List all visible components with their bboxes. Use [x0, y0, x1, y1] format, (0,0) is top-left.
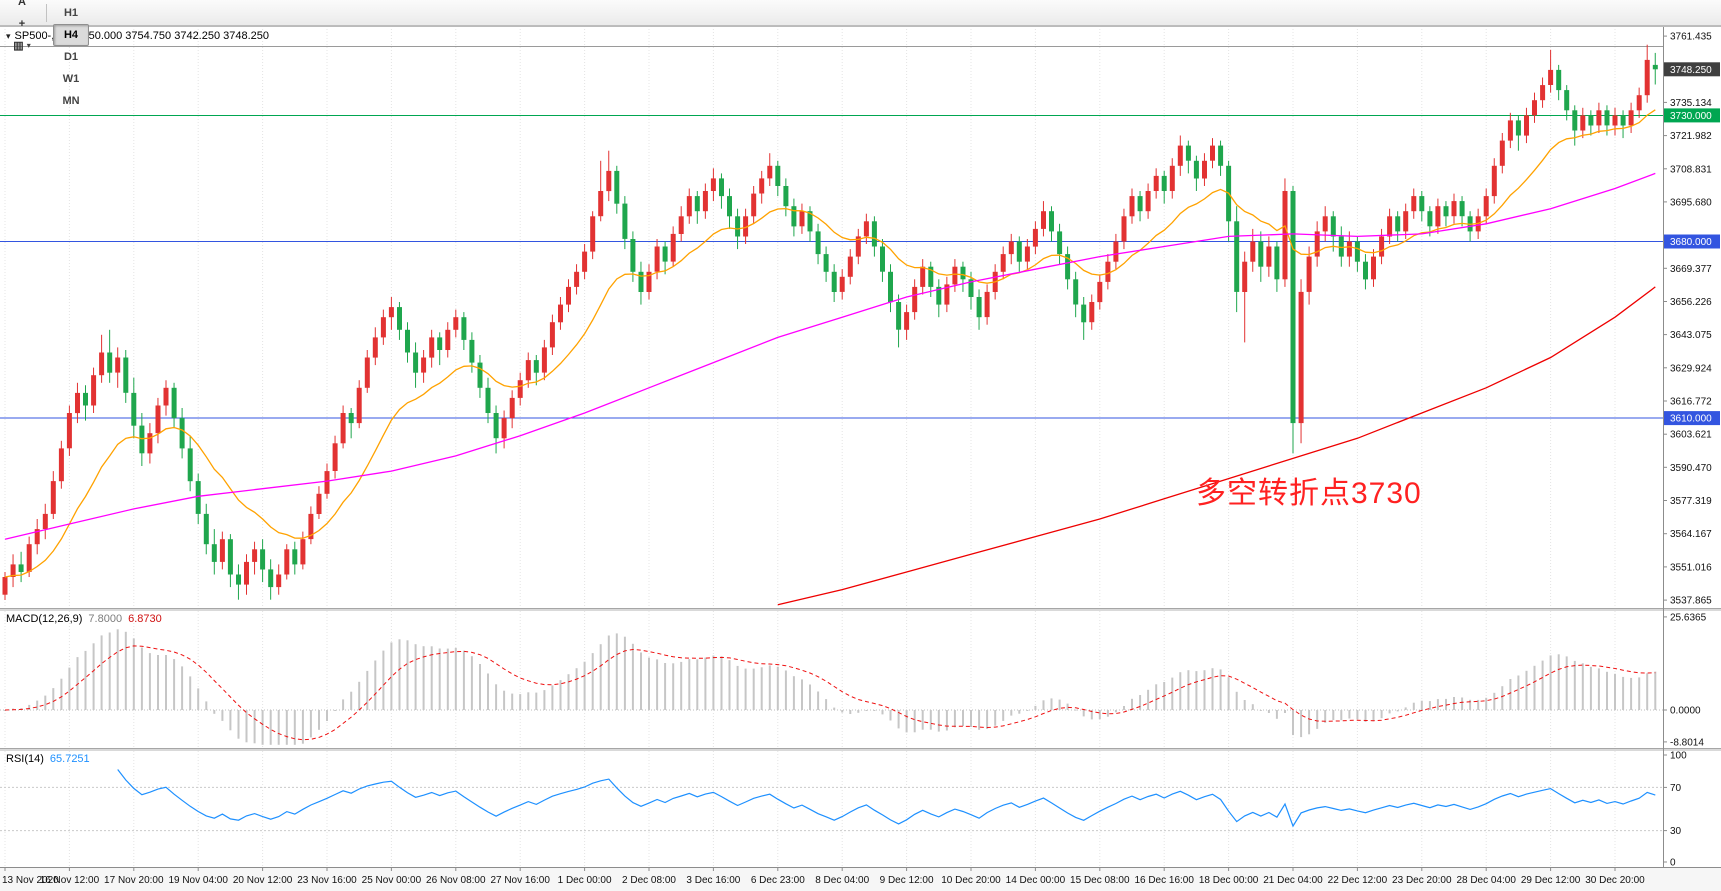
time-axis-label: 3 Dec 16:00 — [686, 875, 740, 886]
toolbar: ▤A+▥▾ M1M5M15M30H1H4D1W1MN — [0, 0, 1721, 107]
chart-annotation-text: 多空转折点3730 — [1196, 477, 1422, 510]
rsi-line — [117, 769, 1656, 828]
price-tag — [1664, 411, 1720, 426]
time-axis-background — [0, 867, 1721, 891]
time-axis-label: 22 Dec 12:00 — [1328, 875, 1388, 886]
price-chart-canvas[interactable]: 3761.435 3735.134 3721.982 3708.831 3695.680… — [0, 26, 1721, 891]
macd-signal-value: 6.8730 — [128, 613, 162, 625]
price-axis-label: 3708.831 — [1670, 164, 1712, 175]
time-axis-label: 17 Nov 20:00 — [104, 875, 164, 886]
indicator-axis-label: 0.0000 — [1670, 706, 1701, 717]
chart-title: ▾ SP500-,H4 3750.000 3754.750 3742.250 374… — [6, 30, 269, 42]
time-axis-label: 23 Dec 20:00 — [1392, 875, 1452, 886]
macd-signal-line — [4, 645, 1656, 741]
crosshair-tool-button[interactable]: + — [18, 17, 26, 30]
indicator-axis-label: 70 — [1670, 783, 1682, 794]
timeframe-button-w1[interactable]: W1 — [62, 72, 80, 85]
time-axis-label: 1 Dec 00:00 — [558, 875, 612, 886]
timeframe-button-h4[interactable]: H4 — [53, 23, 89, 46]
price-tag — [1664, 108, 1720, 123]
price-axis-label: 3629.924 — [1670, 363, 1712, 374]
time-axis-label: 9 Dec 12:00 — [880, 875, 934, 886]
rsi-name: RSI(14) — [6, 753, 44, 765]
price-tag — [1664, 62, 1720, 77]
time-axis-label: 16 Nov 12:00 — [40, 875, 100, 886]
price-tag-label: 3748.250 — [1670, 65, 1712, 76]
rsi-indicator-label: RSI(14) 65.7251 — [6, 753, 90, 765]
price-axis-label: 3590.470 — [1670, 463, 1712, 474]
timeframe-button-h1[interactable]: H1 — [63, 6, 79, 19]
time-axis-label: 14 Dec 00:00 — [1006, 875, 1066, 886]
time-axis-label: 25 Nov 00:00 — [362, 875, 422, 886]
chart-ohlc-values: 3750.000 3754.750 3742.250 3748.250 — [76, 30, 270, 42]
price-axis-label: 3669.377 — [1670, 264, 1712, 275]
toolbar-separator — [46, 3, 47, 22]
time-axis-label: 10 Dec 20:00 — [941, 875, 1001, 886]
macd-main-value: 7.8000 — [88, 613, 123, 625]
indicator-axis-label: 25.6365 — [1670, 612, 1707, 623]
macd-histogram — [4, 629, 1657, 745]
timeframe-button-mn[interactable]: MN — [62, 94, 80, 107]
price-axis-label: 3721.982 — [1670, 131, 1712, 142]
time-axis-label: 18 Dec 00:00 — [1199, 875, 1259, 886]
moving-average-lines — [4, 109, 1656, 606]
indicator-axis-label: -8.8014 — [1670, 737, 1704, 748]
time-axis-label: 20 Nov 12:00 — [233, 875, 293, 886]
chevron-down-icon: ▾ — [26, 41, 31, 50]
toolbar-tools: ▤A+▥▾ — [4, 0, 40, 57]
price-tag — [1664, 234, 1720, 249]
horizontal-level-lines[interactable] — [0, 46, 1663, 419]
indicator-axis-label: 100 — [1670, 751, 1687, 762]
price-axis-label: 3577.319 — [1670, 496, 1712, 507]
time-axis-label: 26 Nov 08:00 — [426, 875, 486, 886]
chart-menu-arrow-icon[interactable]: ▾ — [6, 31, 11, 41]
price-axis-label: 3551.016 — [1670, 562, 1712, 573]
time-axis-label: 15 Dec 08:00 — [1070, 875, 1130, 886]
time-axis-label: 16 Dec 16:00 — [1134, 875, 1194, 886]
time-axis-label: 6 Dec 23:00 — [751, 875, 805, 886]
price-axis-label: 3603.621 — [1670, 430, 1712, 441]
indicator-axis-label: 0 — [1670, 858, 1676, 869]
price-axis-label: 3695.680 — [1670, 197, 1712, 208]
time-axis-label: 2 Dec 08:00 — [622, 875, 676, 886]
panel-separator[interactable] — [0, 608, 1721, 611]
price-tag-label: 3730.000 — [1670, 111, 1712, 122]
price-axis-label: 3616.772 — [1670, 397, 1712, 408]
rsi-value: 65.7251 — [49, 753, 90, 765]
macd-name: MACD(12,26,9) — [6, 613, 83, 625]
price-axis-label: 3735.134 — [1670, 98, 1712, 109]
time-axis-label: 27 Nov 16:00 — [490, 875, 550, 886]
time-axis-label: 23 Nov 16:00 — [297, 875, 357, 886]
time-axis-label: 19 Nov 04:00 — [168, 875, 228, 886]
time-axis-label: 28 Dec 04:00 — [1456, 875, 1516, 886]
panel-separator[interactable] — [0, 748, 1721, 751]
time-axis-label: 30 Dec 20:00 — [1585, 875, 1645, 886]
indicator-axis-label: 30 — [1670, 826, 1682, 837]
price-axis-label: 3564.167 — [1670, 529, 1712, 540]
price-axis[interactable]: 3761.435 3735.134 3721.982 3708.831 3695.680… — [1663, 32, 1720, 869]
time-axis-label: 13 Nov 2020 — [2, 875, 59, 886]
timeframe-toolbar: M1M5M15M30H1H4D1W1MN — [53, 0, 89, 112]
timeframe-button-d1[interactable]: D1 — [63, 50, 79, 63]
price-axis-label: 3656.226 — [1670, 297, 1712, 308]
time-axis-label: 21 Dec 04:00 — [1263, 875, 1323, 886]
price-axis-label: 3643.075 — [1670, 330, 1712, 341]
chart-objects-button[interactable]: ▥ ▾ — [13, 40, 31, 52]
cursor-tool-button[interactable]: A — [18, 0, 26, 8]
price-axis-label: 3537.865 — [1670, 596, 1712, 607]
time-axis-label: 29 Dec 12:00 — [1521, 875, 1581, 886]
time-axis-label: 8 Dec 04:00 — [815, 875, 869, 886]
price-tag-label: 3680.000 — [1670, 237, 1712, 248]
candlesticks — [2, 44, 1658, 600]
price-tag-label: 3610.000 — [1670, 414, 1712, 425]
price-axis-label: 3761.435 — [1670, 32, 1712, 43]
chart-background — [0, 26, 1721, 891]
macd-indicator-label: MACD(12,26,9) 7.8000 6.8730 — [6, 613, 162, 625]
